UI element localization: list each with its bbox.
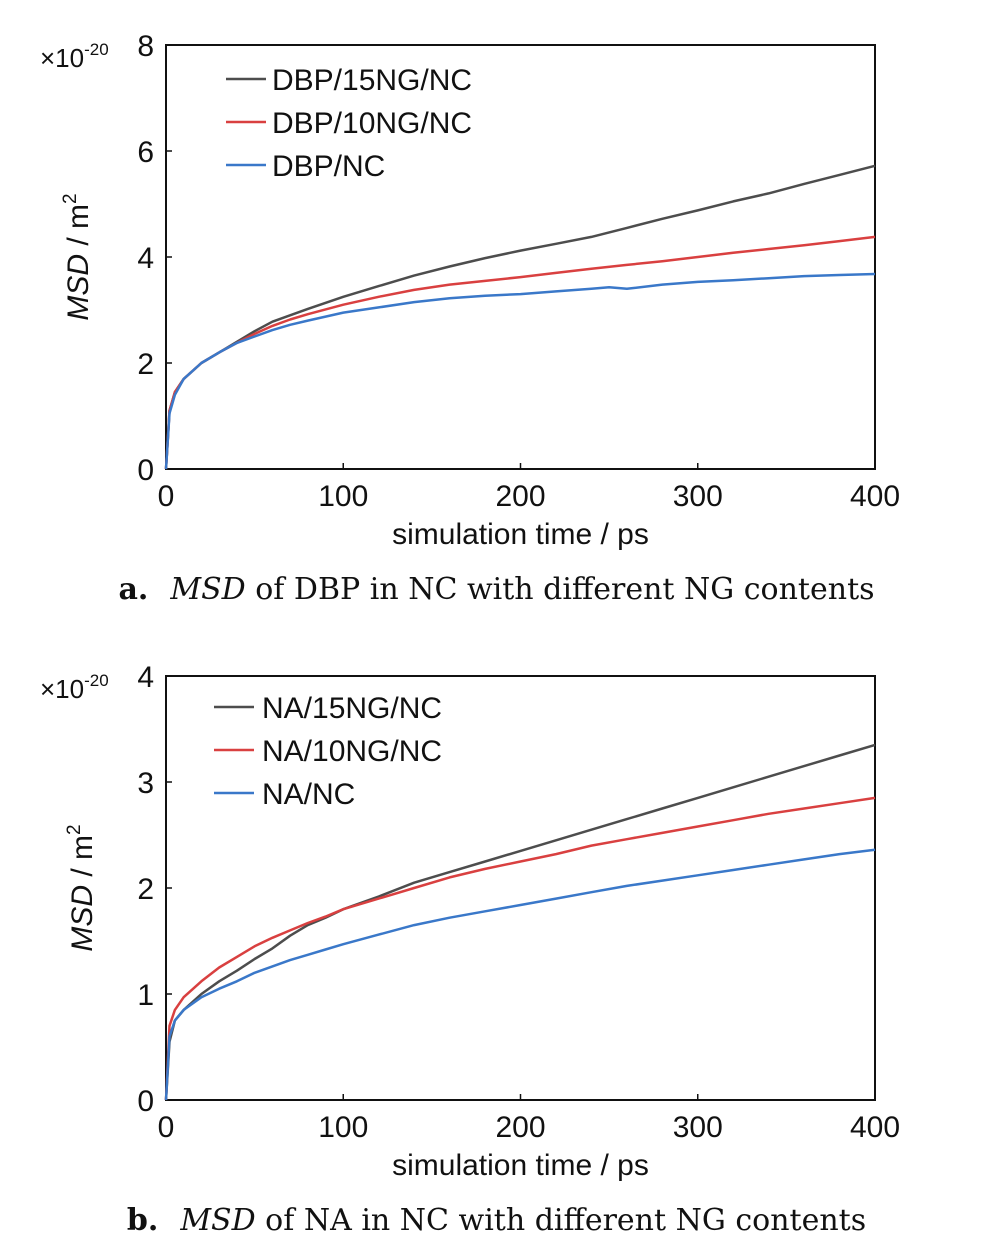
x-tick-label: 400 bbox=[850, 1111, 900, 1144]
y-axis-title-italic: MSD bbox=[66, 885, 99, 952]
y-tick-label: 3 bbox=[137, 767, 154, 800]
x-tick-label: 0 bbox=[158, 480, 175, 513]
legend-label: NA/10NG/NC bbox=[262, 735, 442, 768]
caption-a: a. MSD of DBP in NC with different NG con… bbox=[0, 572, 993, 607]
exponent-superscript: -20 bbox=[84, 671, 109, 690]
chart-a: 0 100 200 300 400 0 2 4 6 8 ×10-20 simulation time … bbox=[40, 30, 900, 551]
y-axis-title-unit: / m bbox=[66, 835, 99, 885]
y-tick-label: 6 bbox=[137, 136, 154, 169]
exponent-superscript: -20 bbox=[84, 40, 109, 59]
x-tick-label: 100 bbox=[318, 1111, 368, 1144]
x-tick-label: 200 bbox=[495, 1111, 545, 1144]
legend-label: NA/NC bbox=[262, 778, 355, 811]
y-tick-label: 2 bbox=[137, 348, 154, 381]
y-axis-title-superscript: 2 bbox=[64, 824, 85, 835]
y-axis-title-superscript: 2 bbox=[60, 193, 81, 204]
series-line-2 bbox=[164, 796, 876, 1101]
y-axis-title-unit: / m bbox=[62, 204, 95, 254]
y-tick-label: 2 bbox=[137, 873, 154, 906]
y-tick-label: 0 bbox=[137, 454, 154, 487]
exponent-label: ×10-20 bbox=[40, 671, 109, 704]
series-line-2 bbox=[164, 235, 876, 470]
caption-b: b. MSD of NA in NC with different NG cont… bbox=[0, 1203, 993, 1238]
x-tick-label: 100 bbox=[318, 480, 368, 513]
y-axis-title: MSD / m2 bbox=[60, 193, 95, 320]
series-line-3 bbox=[164, 272, 876, 470]
x-axis-title: simulation time / ps bbox=[392, 1149, 649, 1182]
legend-label: DBP/NC bbox=[272, 150, 385, 183]
x-tick-label: 400 bbox=[850, 480, 900, 513]
caption-b-text: of NA in NC with different NG contents bbox=[255, 1203, 867, 1238]
legend-label: DBP/15NG/NC bbox=[272, 64, 472, 97]
series-line-1 bbox=[164, 164, 876, 470]
series-line-1 bbox=[164, 743, 876, 1101]
caption-a-text: of DBP in NC with different NG contents bbox=[245, 572, 875, 607]
x-tick-label: 0 bbox=[158, 1111, 175, 1144]
legend-label: NA/15NG/NC bbox=[262, 692, 442, 725]
caption-b-italic: MSD bbox=[180, 1203, 256, 1238]
exponent-label: ×10-20 bbox=[40, 40, 109, 73]
x-tick-label: 200 bbox=[495, 480, 545, 513]
y-axis-title: MSD / m2 bbox=[64, 824, 99, 951]
legend: DBP/15NG/NC DBP/10NG/NC DBP/NC bbox=[226, 64, 472, 183]
chart-b: 0 100 200 300 400 0 1 2 3 4 ×10-20 simulation time … bbox=[40, 661, 900, 1182]
y-tick-label: 4 bbox=[137, 661, 154, 694]
caption-b-letter: b. bbox=[126, 1203, 159, 1238]
y-axis-title-italic: MSD bbox=[62, 254, 95, 321]
caption-a-letter: a. bbox=[118, 572, 149, 607]
series-line-3 bbox=[164, 848, 876, 1101]
y-tick-label: 4 bbox=[137, 242, 154, 275]
y-tick-label: 0 bbox=[137, 1085, 154, 1118]
y-tick-label: 8 bbox=[137, 30, 154, 63]
x-axis-title: simulation time / ps bbox=[392, 518, 649, 551]
legend: NA/15NG/NC NA/10NG/NC NA/NC bbox=[214, 692, 442, 811]
legend-label: DBP/10NG/NC bbox=[272, 107, 472, 140]
x-tick-label: 300 bbox=[673, 480, 723, 513]
x-tick-label: 300 bbox=[673, 1111, 723, 1144]
y-tick-label: 1 bbox=[137, 979, 154, 1012]
caption-a-italic: MSD bbox=[170, 572, 246, 607]
